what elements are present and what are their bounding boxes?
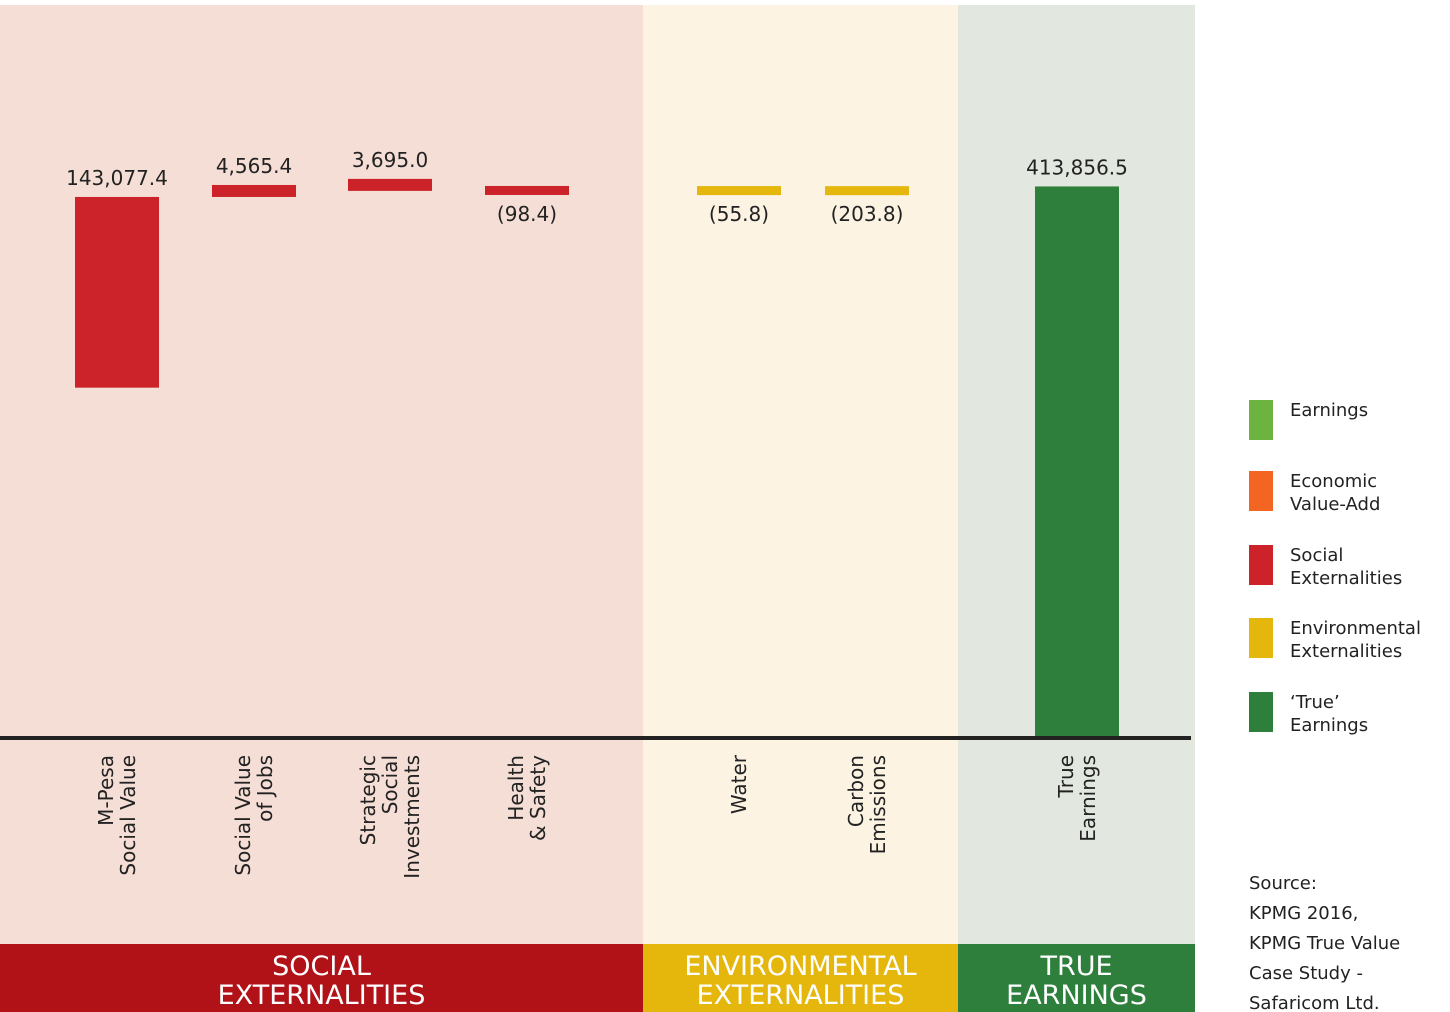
value-label: 413,856.5 [1026,155,1128,179]
bar [75,196,159,388]
group-label: EARNINGS [1006,980,1147,1011]
group-background [643,5,958,944]
bar [212,184,296,197]
group-background [0,5,643,944]
value-label: (98.4) [497,202,557,226]
value-label: 143,077.4 [66,166,168,190]
legend-label: Economic [1290,471,1377,492]
source-text: Case Study - [1249,963,1363,984]
category-label: Carbon [844,755,868,827]
legend-swatch [1249,545,1273,585]
group-banner [958,944,1195,1012]
category-label: True [1054,755,1078,798]
category-label: Water [727,754,751,814]
category-label: Investments [400,755,424,879]
legend-label: Environmental [1290,618,1421,639]
bar [1035,186,1119,739]
legend-label: Externalities [1290,641,1402,662]
group-label: EXTERNALITIES [697,980,905,1011]
legend-swatch [1249,692,1273,732]
axis-line [0,736,1191,740]
source-text: Safaricom Ltd. [1249,993,1380,1012]
value-label: 3,695.0 [352,148,428,172]
bar [348,178,432,191]
legend-swatch [1249,400,1273,440]
category-label: & Safety [526,755,550,841]
group-banner [643,944,958,1012]
legend-label: ‘True’ [1290,692,1340,713]
source-text: Source: [1249,873,1317,894]
legend-label: Value-Add [1290,494,1380,515]
source-text: KPMG True Value [1249,933,1400,954]
bar [697,186,781,196]
category-label: of Jobs [253,755,277,822]
category-label: M-Pesa [94,755,118,826]
value-label: 4,565.4 [216,154,292,178]
category-label: Earnings [1076,755,1100,842]
group-label: EXTERNALITIES [218,980,426,1011]
category-label: Strategic [356,755,380,845]
legend-swatch [1249,471,1273,511]
group-label: SOCIAL [272,951,371,982]
category-label: Emissions [866,755,890,854]
group-label: TRUE [1039,951,1112,982]
category-label: Social [378,755,402,814]
legend-label: Earnings [1290,715,1368,736]
group-label: ENVIRONMENTAL [684,951,916,982]
source-text: KPMG 2016, [1249,903,1358,924]
bar [485,185,569,195]
group-banner [0,944,643,1012]
category-label: Social Value [116,755,140,876]
legend-label: Social [1290,545,1343,566]
category-label: Health [504,755,528,821]
value-label: (203.8) [831,202,904,226]
legend-label: Externalities [1290,568,1402,589]
legend-swatch [1249,618,1273,658]
category-label: Social Value [231,755,255,876]
legend-label: Earnings [1290,400,1368,421]
bar [825,186,909,196]
value-label: (55.8) [709,202,769,226]
